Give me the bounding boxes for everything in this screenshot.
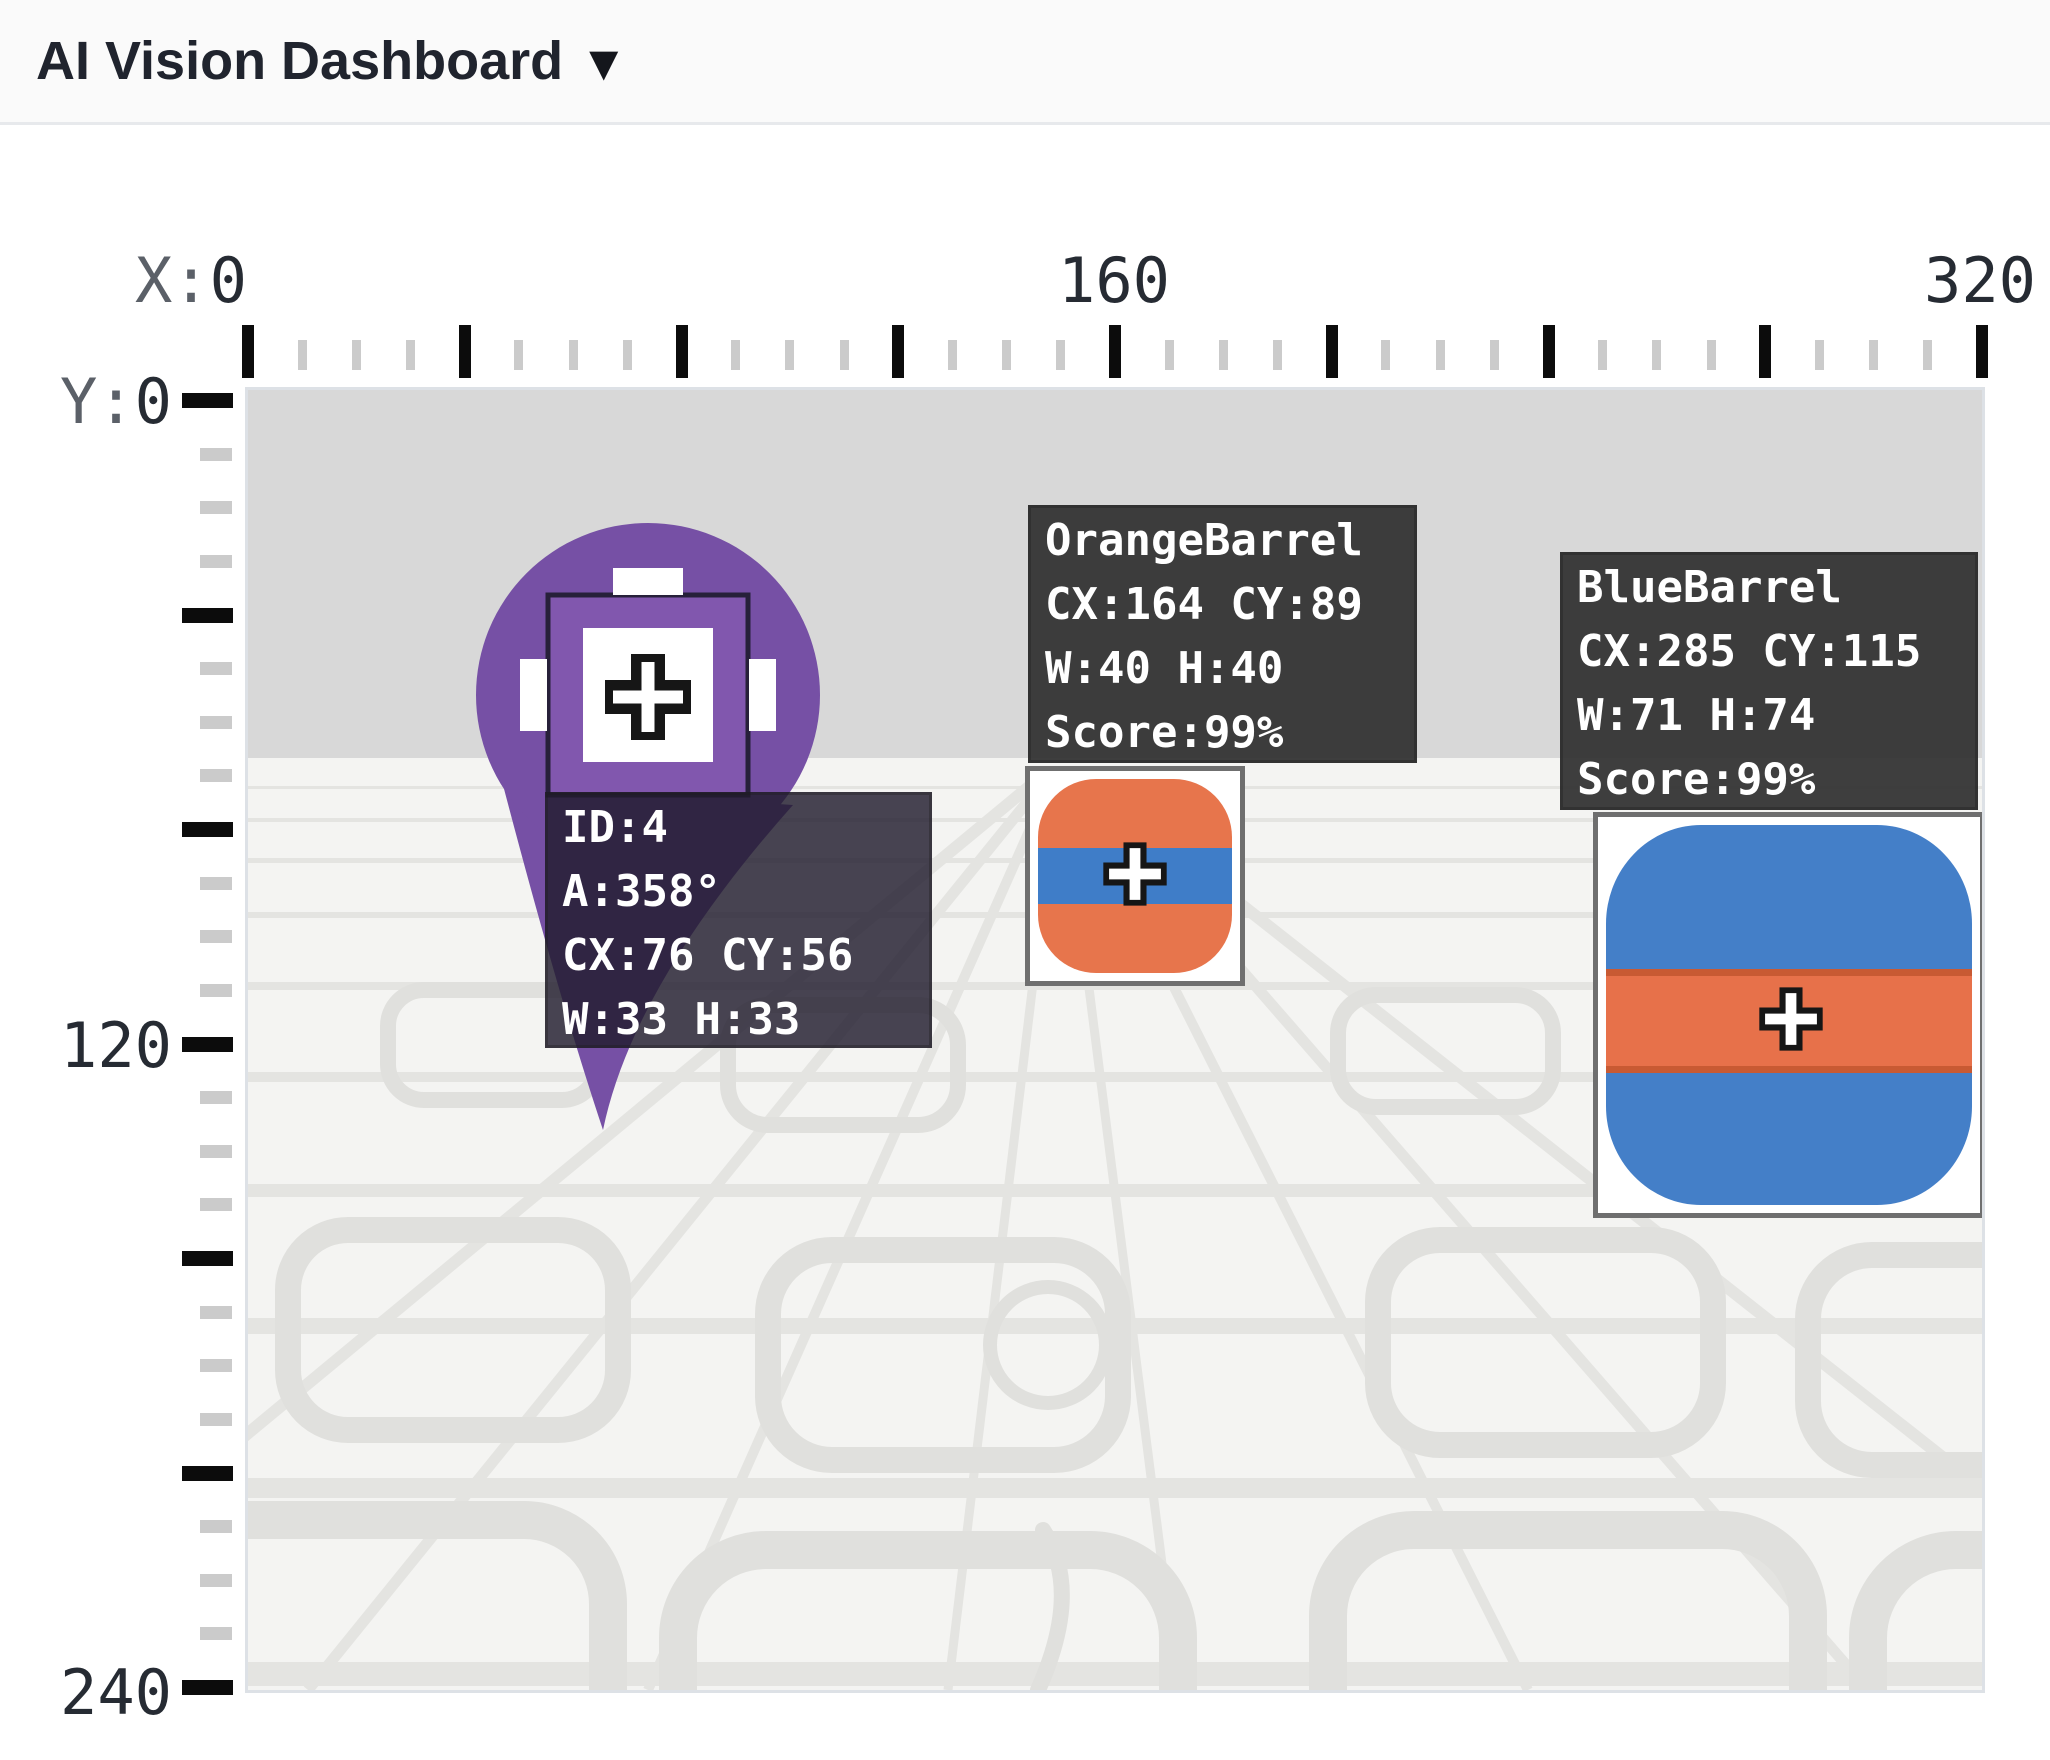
- x-ruler-minor-tick: [1218, 340, 1228, 370]
- x-ruler-minor-tick: [1923, 340, 1933, 370]
- header-bar: AI Vision Dashboard ▼: [0, 0, 2050, 125]
- x-ruler-minor-tick: [1814, 340, 1824, 370]
- y-ruler-minor-tick: [200, 1305, 232, 1319]
- x-ruler-origin-label: X:0: [135, 244, 247, 317]
- robot-size-text: W:33 H:33: [562, 994, 801, 1045]
- x-ruler-minor-tick: [622, 340, 632, 370]
- y-ruler-minor-tick: [200, 447, 232, 461]
- y-ruler-minor-tick: [200, 1412, 232, 1426]
- x-ruler-mid-label: 160: [1058, 244, 1170, 317]
- y-ruler-minor-tick: [200, 1359, 232, 1373]
- x-ruler-minor-tick: [839, 340, 849, 370]
- camera-view: ID:4 A:358° CX:76 CY:56 W:33 H:33 Orange…: [245, 387, 1985, 1693]
- y-ruler-major-tick: [182, 393, 233, 408]
- y-ruler-minor-tick: [200, 930, 232, 944]
- y-ruler-mid-label: 120: [60, 1009, 172, 1082]
- y-ruler-major-tick: [182, 1036, 233, 1052]
- y-ruler-minor-tick: [200, 1627, 232, 1641]
- x-ruler-minor-tick: [406, 340, 416, 370]
- x-ruler-major-tick: [1759, 325, 1772, 378]
- y-ruler-end-label: 240: [60, 1656, 172, 1729]
- x-ruler-major-tick: [458, 325, 471, 378]
- x-ruler-minor-tick: [1164, 340, 1174, 370]
- x-ruler-minor-tick: [351, 340, 361, 370]
- y-ruler-minor-tick: [200, 1520, 232, 1534]
- x-ruler-minor-tick: [731, 340, 741, 370]
- x-ruler-major-tick: [675, 325, 688, 378]
- orange-barrel-name: OrangeBarrel: [1045, 515, 1363, 566]
- x-ruler-minor-tick: [514, 340, 524, 370]
- x-ruler-minor-tick: [297, 340, 307, 370]
- blue-barrel-score-text: Score:99%: [1577, 754, 1816, 805]
- x-ruler-minor-tick: [1435, 340, 1445, 370]
- x-ruler-major-tick: [892, 325, 905, 378]
- blue-barrel-center-text: CX:285 CY:115: [1577, 626, 1922, 677]
- y-ruler-major-tick: [182, 607, 233, 623]
- blue-barrel-name: BlueBarrel: [1577, 562, 1842, 613]
- chevron-down-icon: ▼: [589, 41, 619, 85]
- dashboard-dropdown[interactable]: AI Vision Dashboard ▼: [36, 30, 618, 92]
- y-ruler-minor-tick: [200, 1198, 232, 1212]
- x-ruler-end-label: 320: [1924, 244, 2036, 317]
- y-ruler-minor-tick: [200, 876, 232, 890]
- page-title: AI Vision Dashboard: [36, 31, 564, 91]
- y-ruler-minor-tick: [200, 769, 232, 783]
- y-ruler-minor-tick: [200, 501, 232, 515]
- y-ruler-minor-tick: [200, 983, 232, 997]
- orange-barrel-center-text: CX:164 CY:89: [1045, 579, 1363, 630]
- robot-center-text: CX:76 CY:56: [562, 930, 854, 981]
- robot-marker-label: ID:4 A:358° CX:76 CY:56 W:33 H:33: [545, 792, 932, 1048]
- x-ruler-major-tick: [1325, 325, 1338, 378]
- x-ruler-minor-tick: [1002, 340, 1012, 370]
- robot-id-text: ID:4: [562, 802, 668, 853]
- orange-barrel-score-text: Score:99%: [1045, 707, 1284, 758]
- y-ruler-major-tick: [182, 1465, 233, 1481]
- y-ruler-minor-tick: [200, 1573, 232, 1587]
- robot-angle-text: A:358°: [562, 866, 721, 917]
- x-ruler-minor-tick: [1273, 340, 1283, 370]
- x-ruler-minor-tick: [1869, 340, 1879, 370]
- x-ruler-minor-tick: [947, 340, 957, 370]
- x-ruler-minor-tick: [1706, 340, 1716, 370]
- y-ruler-minor-tick: [200, 715, 232, 729]
- orange-barrel-crosshair-icon: [1103, 842, 1167, 906]
- blue-barrel-size-text: W:71 H:74: [1577, 690, 1816, 741]
- orange-barrel-label: OrangeBarrel CX:164 CY:89 W:40 H:40 Scor…: [1028, 505, 1417, 763]
- blue-barrel-bbox: [1593, 812, 1982, 1218]
- x-ruler-minor-tick: [1056, 340, 1066, 370]
- x-ruler-minor-tick: [1381, 340, 1391, 370]
- orange-barrel-size-text: W:40 H:40: [1045, 643, 1284, 694]
- y-ruler-minor-tick: [200, 1144, 232, 1158]
- x-ruler-minor-tick: [1489, 340, 1499, 370]
- x-ruler-major-tick: [1542, 325, 1555, 378]
- x-ruler-minor-tick: [1598, 340, 1608, 370]
- x-ruler-major-tick: [1976, 325, 1988, 378]
- orange-barrel-bbox: [1025, 766, 1245, 986]
- y-ruler-minor-tick: [200, 662, 232, 676]
- x-ruler-major-tick: [1109, 325, 1121, 378]
- y-ruler-major-tick: [182, 822, 233, 837]
- x-ruler-major-tick: [242, 325, 254, 378]
- y-ruler-major-tick: [182, 1251, 233, 1266]
- blue-barrel-crosshair-icon: [1759, 987, 1823, 1051]
- blue-barrel-label: BlueBarrel CX:285 CY:115 W:71 H:74 Score…: [1560, 552, 1978, 810]
- y-ruler-origin-label: Y:0: [60, 365, 172, 438]
- x-ruler-minor-tick: [785, 340, 795, 370]
- y-ruler-major-tick: [182, 1680, 233, 1695]
- y-ruler-minor-tick: [200, 1091, 232, 1105]
- y-ruler-minor-tick: [200, 554, 232, 568]
- x-ruler-minor-tick: [1652, 340, 1662, 370]
- x-ruler-minor-tick: [568, 340, 578, 370]
